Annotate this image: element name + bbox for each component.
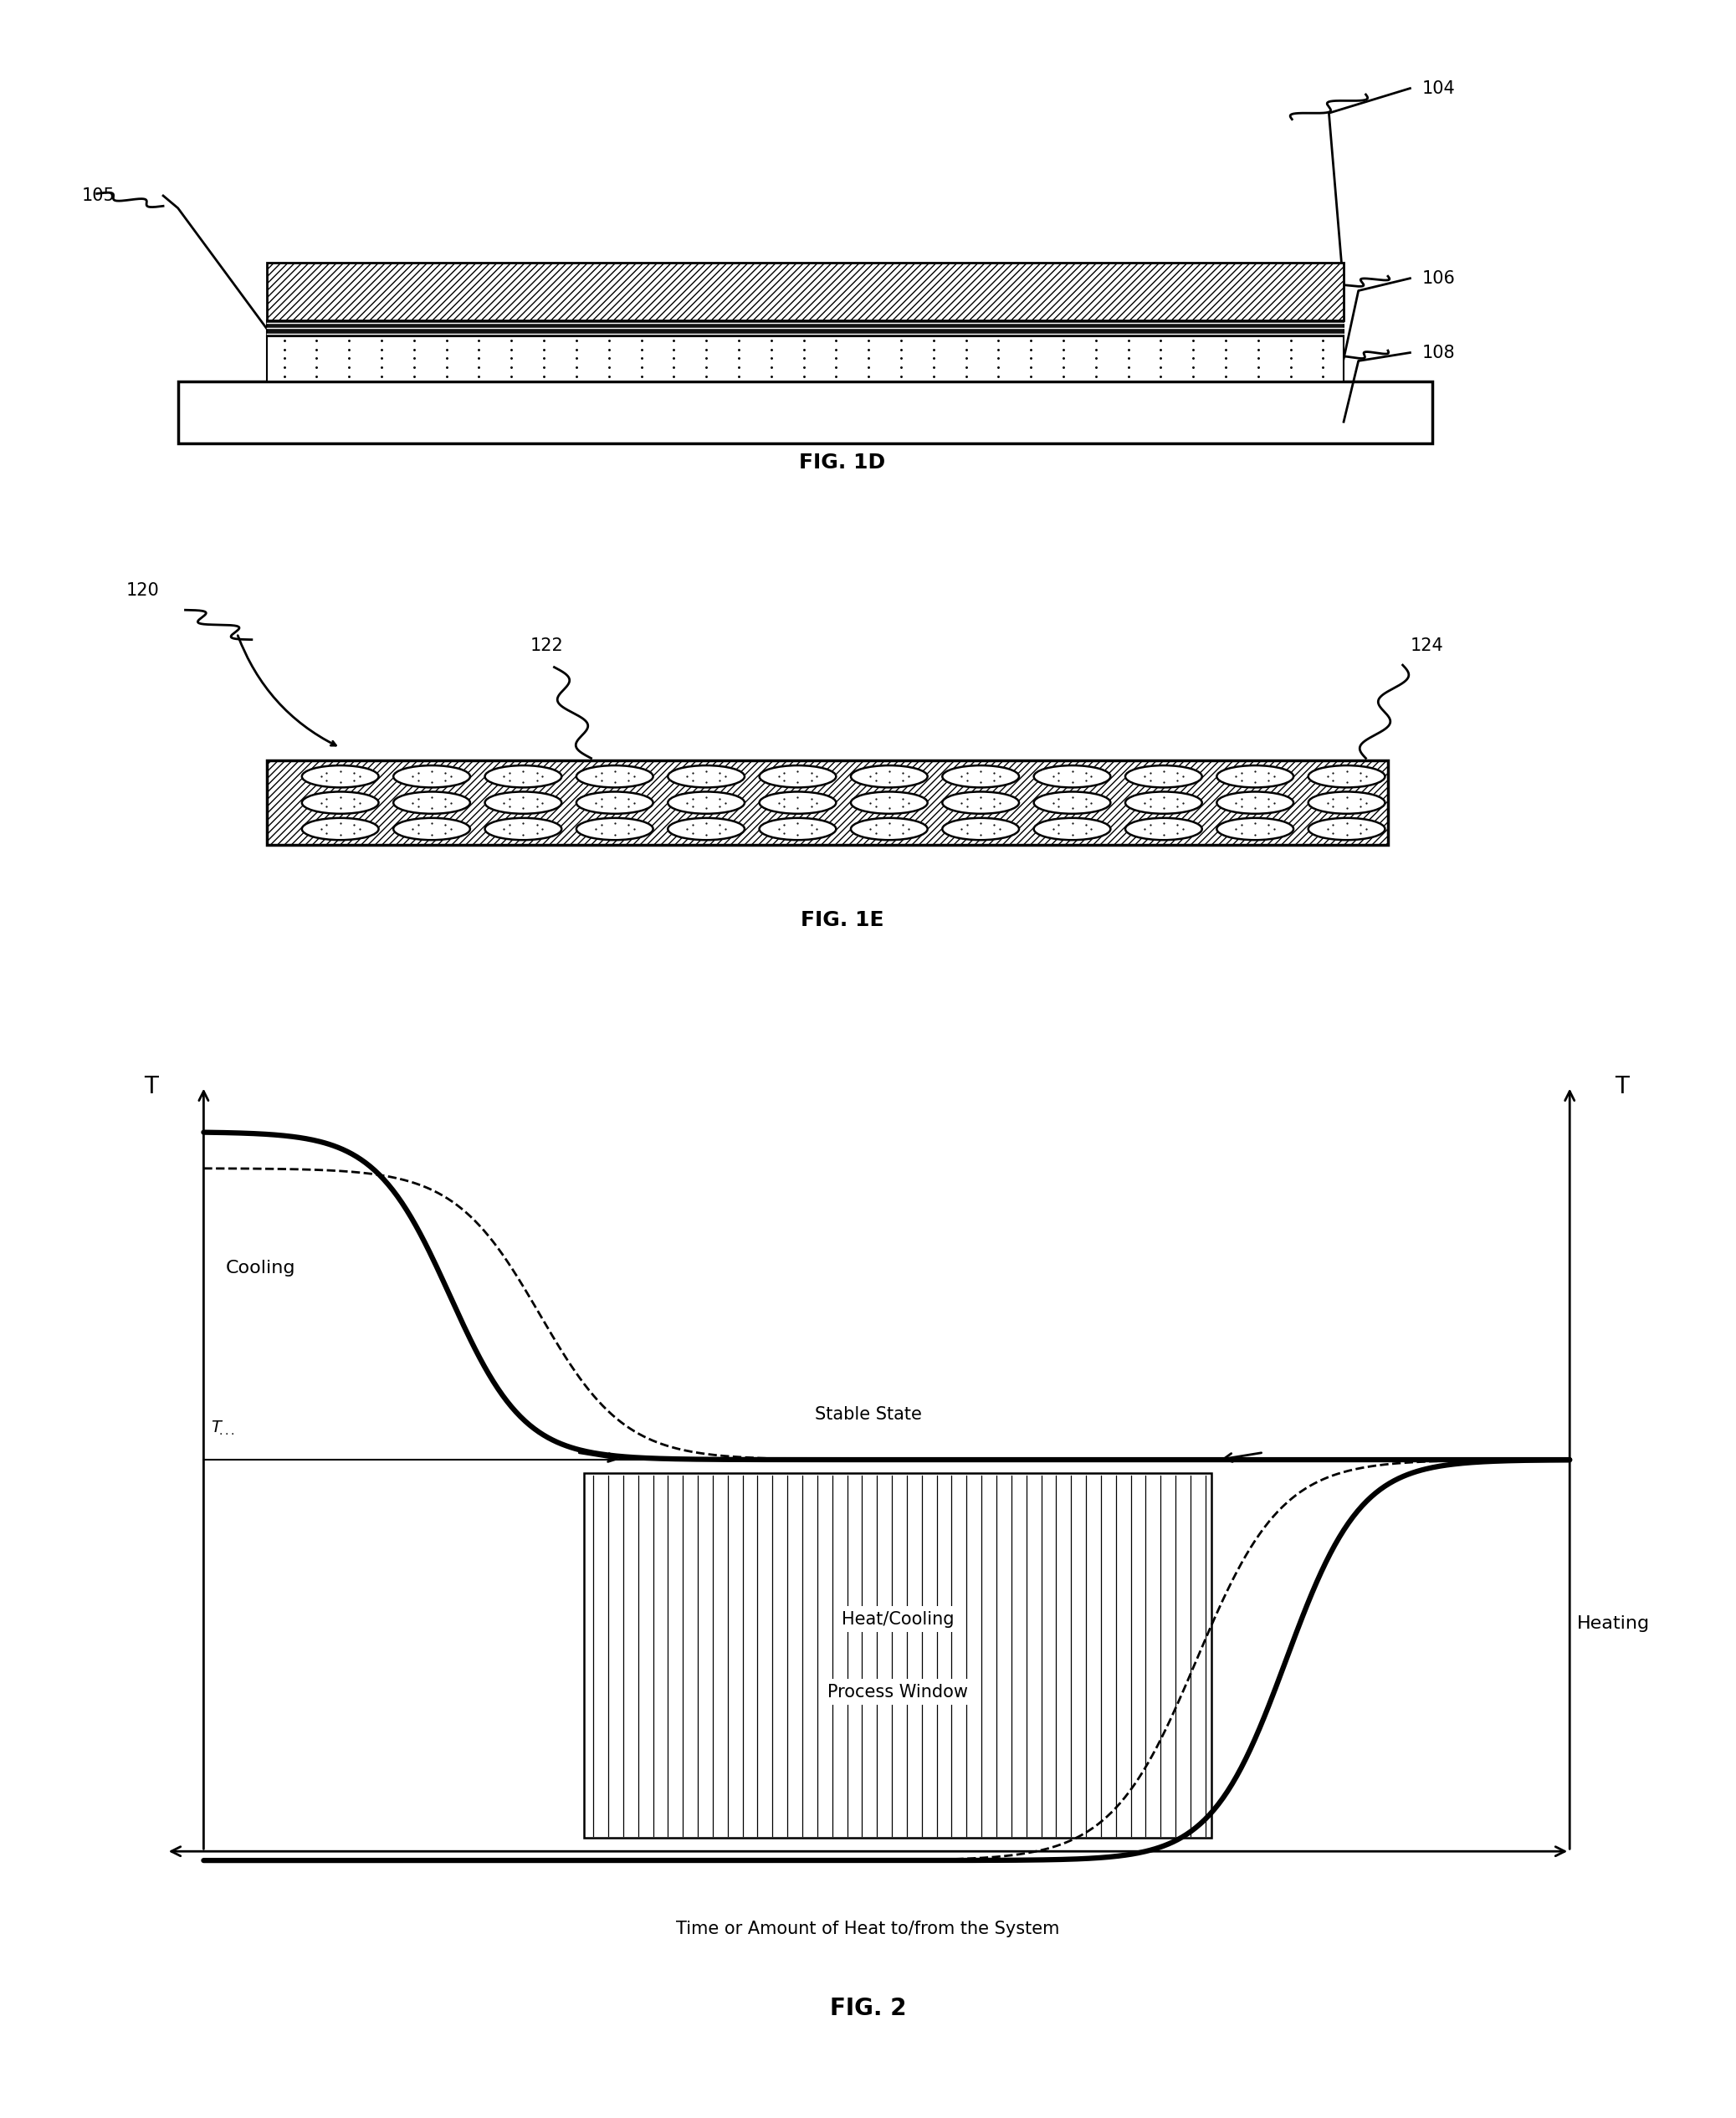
Text: $\it{T}_{\!...}$: $\it{T}_{\!...}$ [212, 1419, 234, 1436]
Circle shape [1125, 792, 1201, 813]
Circle shape [484, 792, 561, 813]
Circle shape [851, 792, 927, 813]
Circle shape [394, 792, 470, 813]
Circle shape [759, 792, 837, 813]
Circle shape [1309, 765, 1385, 788]
Text: Process Window: Process Window [828, 1684, 969, 1701]
Text: 105: 105 [82, 186, 115, 203]
Circle shape [394, 765, 470, 788]
Circle shape [1033, 818, 1111, 841]
Bar [585, 1474, 1212, 1838]
Text: FIG. 1D: FIG. 1D [799, 453, 885, 472]
Circle shape [943, 765, 1019, 788]
Circle shape [759, 818, 837, 841]
Circle shape [943, 818, 1019, 841]
Circle shape [943, 792, 1019, 813]
Circle shape [1033, 792, 1111, 813]
Text: 120: 120 [127, 582, 160, 599]
Text: 108: 108 [1422, 345, 1455, 360]
Circle shape [851, 765, 927, 788]
Text: Heat/Cooling: Heat/Cooling [842, 1612, 955, 1627]
Circle shape [1125, 818, 1201, 841]
Text: Time or Amount of Heat to/from the System: Time or Amount of Heat to/from the Syste… [677, 1921, 1059, 1938]
Circle shape [1217, 818, 1293, 841]
Bar [267, 320, 1344, 337]
Bar [267, 263, 1344, 320]
Text: Heating: Heating [1576, 1616, 1649, 1633]
Bar [267, 760, 1389, 845]
Circle shape [484, 818, 561, 841]
Text: Stable State: Stable State [814, 1406, 922, 1423]
Text: 104: 104 [1422, 80, 1455, 97]
Bar [267, 337, 1344, 381]
Text: 122: 122 [529, 638, 564, 654]
Circle shape [851, 818, 927, 841]
Circle shape [576, 765, 653, 788]
Circle shape [1309, 792, 1385, 813]
Circle shape [484, 765, 561, 788]
Text: FIG. 1E: FIG. 1E [800, 911, 884, 930]
Text: Cooling: Cooling [226, 1260, 295, 1277]
Circle shape [668, 792, 745, 813]
Text: 124: 124 [1410, 638, 1443, 654]
Circle shape [302, 765, 378, 788]
Circle shape [1217, 765, 1293, 788]
Circle shape [302, 818, 378, 841]
Circle shape [576, 818, 653, 841]
Circle shape [759, 765, 837, 788]
Circle shape [302, 792, 378, 813]
Circle shape [576, 792, 653, 813]
Circle shape [1217, 792, 1293, 813]
Circle shape [394, 818, 470, 841]
Circle shape [668, 765, 745, 788]
Text: FIG. 2: FIG. 2 [830, 1997, 906, 2021]
Circle shape [1309, 818, 1385, 841]
Circle shape [668, 818, 745, 841]
Bar [177, 381, 1432, 443]
Text: 106: 106 [1422, 269, 1455, 286]
Circle shape [1125, 765, 1201, 788]
Text: T: T [144, 1074, 158, 1097]
Circle shape [1033, 765, 1111, 788]
Text: T: T [1614, 1074, 1628, 1097]
